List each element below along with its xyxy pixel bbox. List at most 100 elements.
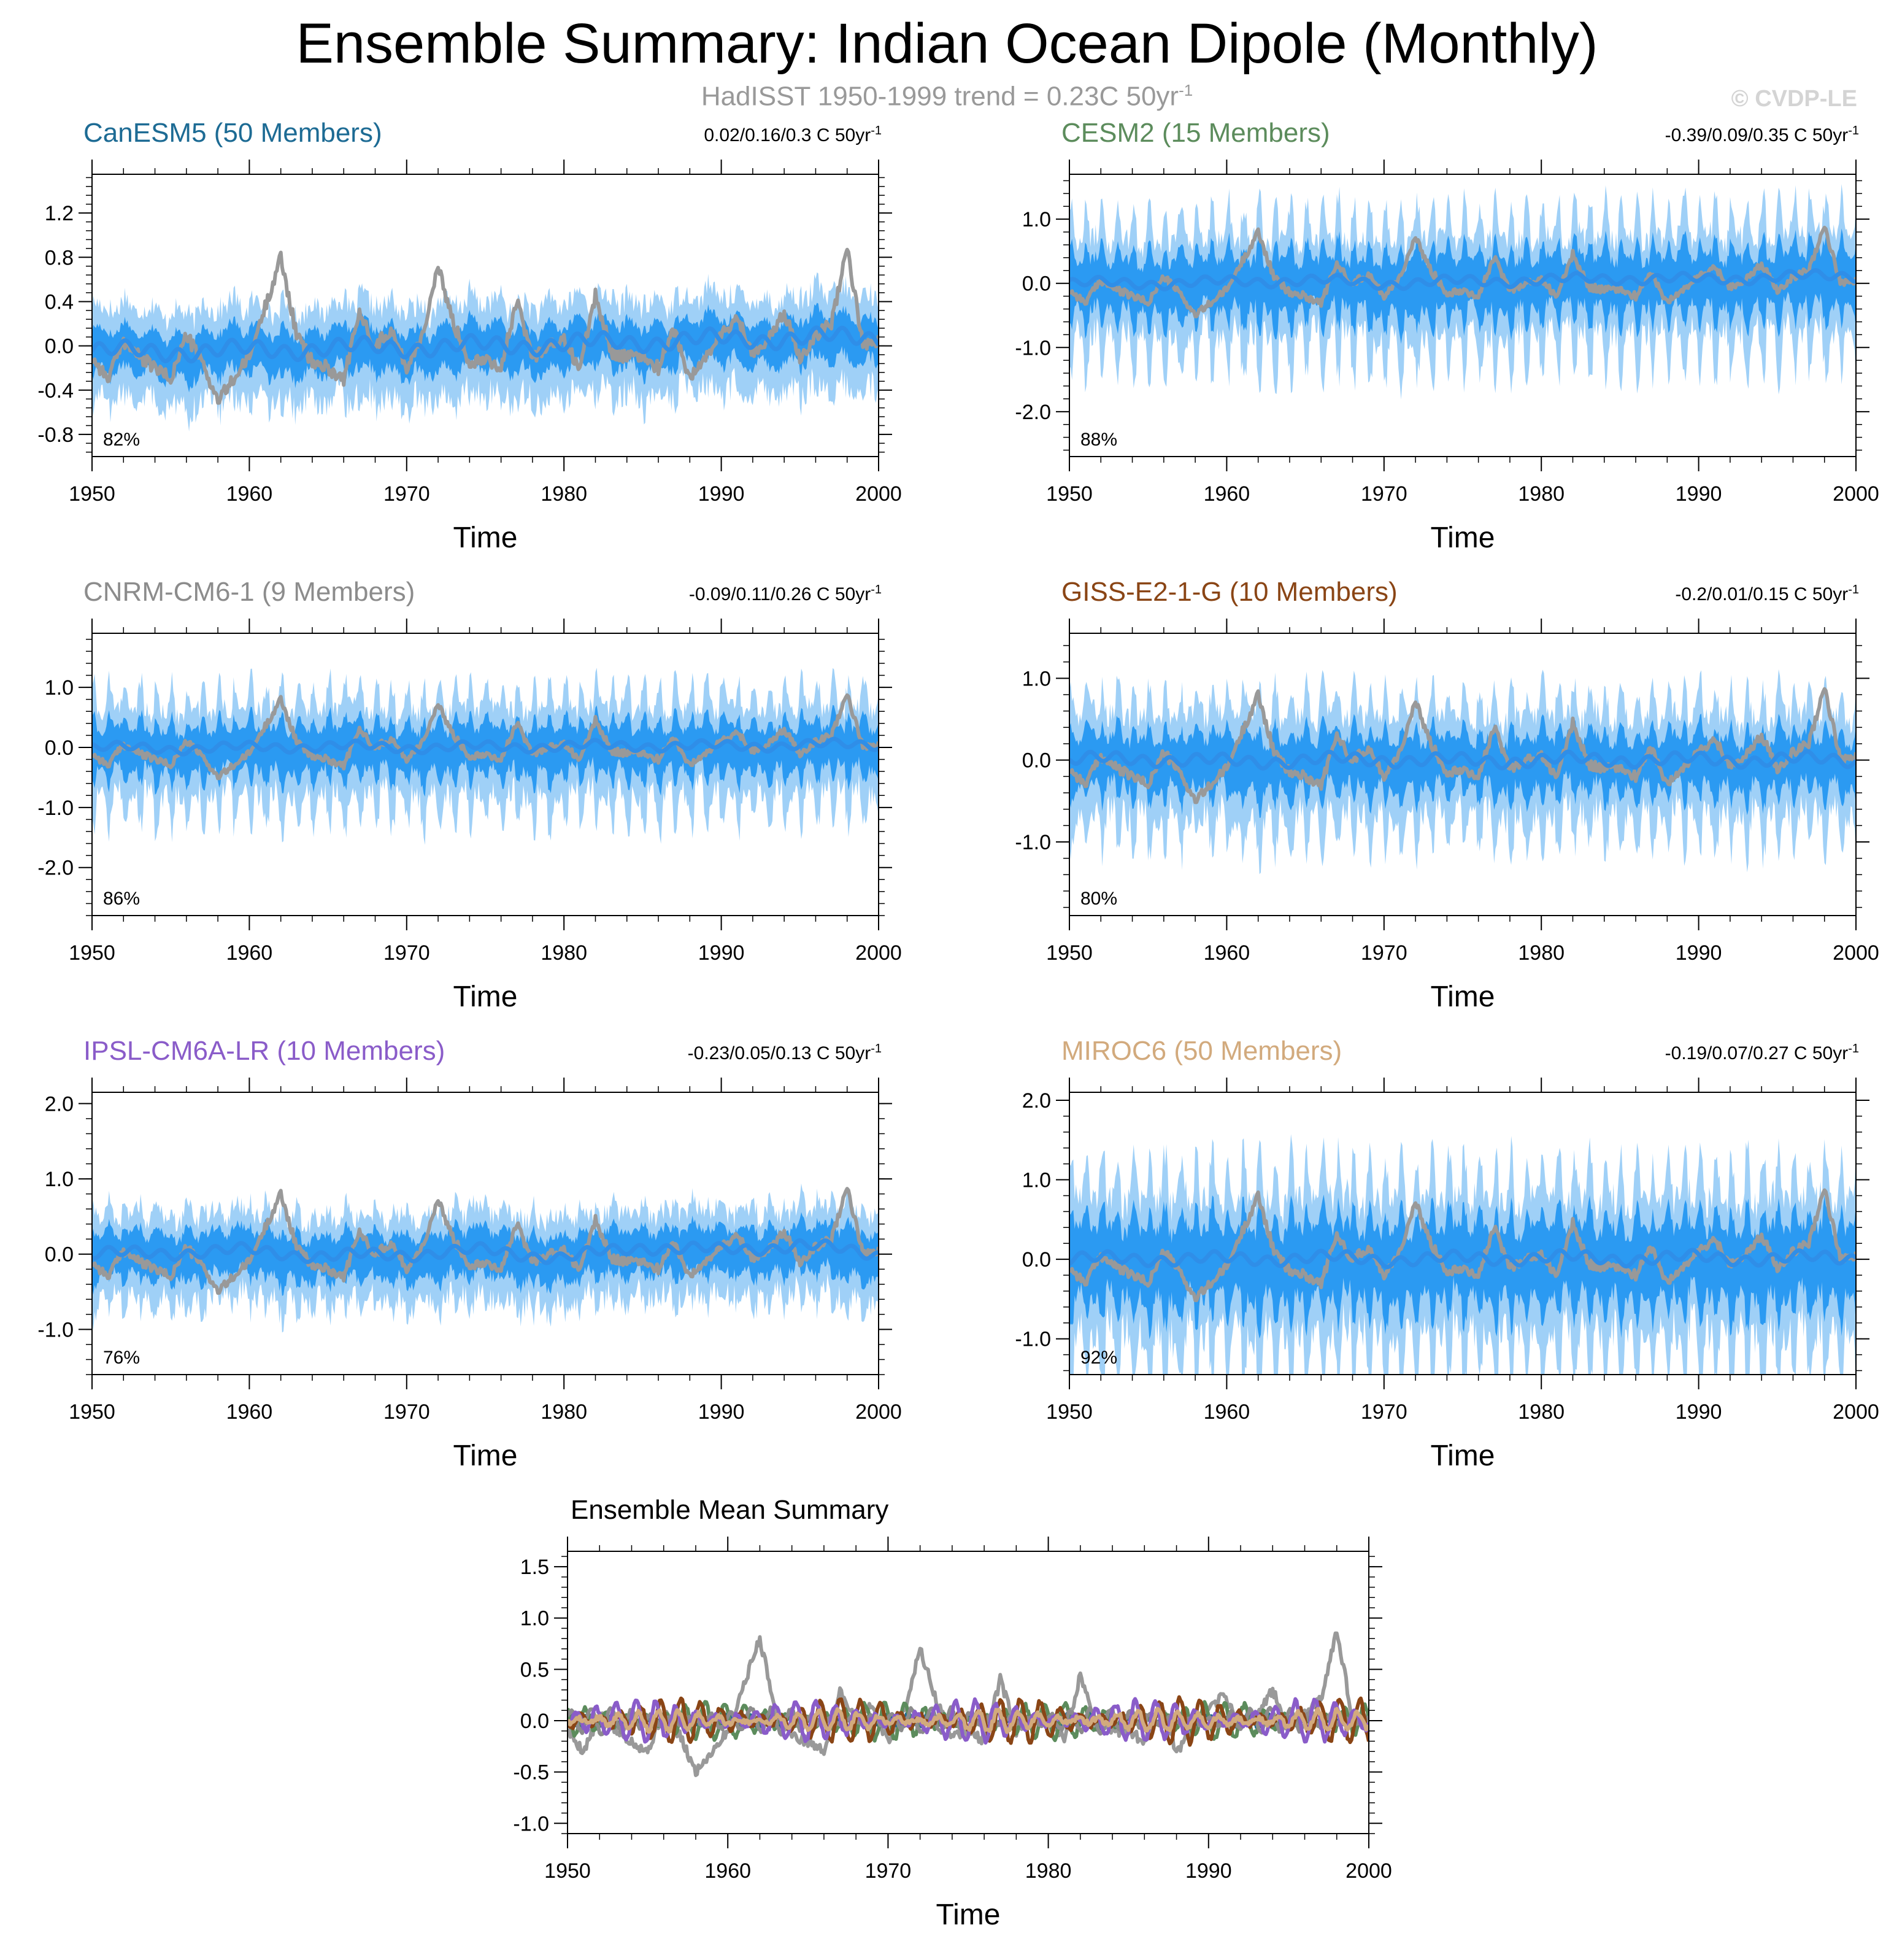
subtitle-superscript: -1	[1179, 81, 1193, 99]
trend-label-canesm5: 0.02/0.16/0.3 C 50yr-1	[704, 124, 882, 146]
x-tick-label: 1970	[383, 941, 430, 965]
plot-area-giss-e2-1-g	[1069, 669, 1856, 874]
plot-area-canesm5	[92, 247, 879, 432]
y-tick-label: -0.8	[37, 423, 74, 447]
x-tick-label: 2000	[1833, 482, 1879, 506]
x-tick-label: 1990	[698, 941, 745, 965]
x-tick-label: 1980	[1518, 941, 1565, 965]
trend-label-miroc6: -0.19/0.07/0.27 C 50yr-1	[1665, 1042, 1859, 1064]
x-tick-label: 1960	[226, 941, 273, 965]
plot-area-cnrm-cm6-1	[92, 668, 879, 845]
y-tick-label: 0.5	[520, 1658, 549, 1681]
x-tick-label: 1980	[541, 482, 587, 506]
y-tick-label: -1.0	[1015, 831, 1051, 854]
percent-label: 88%	[1080, 430, 1117, 450]
x-axis-title: Time	[936, 1899, 1001, 1931]
y-tick-label: 0.0	[45, 736, 74, 760]
y-tick-label: 2.0	[1022, 1089, 1051, 1113]
percent-label: 80%	[1080, 889, 1117, 909]
x-axis-title: Time	[1431, 1440, 1495, 1472]
y-tick-label: 1.0	[45, 1168, 74, 1191]
plot-frame	[1069, 1092, 1857, 1375]
x-tick-label: 1980	[541, 1400, 587, 1424]
x-axis-title: Time	[453, 522, 518, 554]
y-tick-label: 0.0	[45, 1243, 74, 1267]
y-tick-label: 0.0	[1022, 749, 1051, 773]
panel-title-cesm2: CESM2 (15 Members)	[1061, 118, 1330, 148]
x-tick-label: 2000	[1833, 941, 1879, 965]
trend-superscript: -1	[1848, 583, 1859, 596]
x-tick-label: 1970	[383, 1400, 430, 1424]
panel-title-giss-e2-1-g: GISS-E2-1-G (10 Members)	[1061, 577, 1398, 607]
trend-label-cesm2: -0.39/0.09/0.35 C 50yr-1	[1665, 124, 1859, 146]
figure-subtitle: HadISST 1950-1999 trend = 0.23C 50yr-1	[0, 81, 1894, 112]
plot-frame	[1069, 633, 1857, 916]
x-tick-label: 1990	[1676, 1400, 1722, 1424]
ensemble-mean-line	[1069, 1248, 1856, 1270]
x-axis-title: Time	[453, 981, 518, 1013]
ensemble-range-inner	[92, 1212, 879, 1296]
y-tick-label: -0.4	[37, 379, 74, 403]
x-tick-label: 1970	[1361, 482, 1407, 506]
percent-label: 82%	[103, 430, 140, 450]
trend-text: -0.23/0.05/0.13 C 50yr	[687, 1043, 871, 1063]
observed-line	[92, 1187, 879, 1295]
x-tick-label: 2000	[1833, 1400, 1879, 1424]
y-tick-label: 0.0	[1022, 1248, 1051, 1271]
summary-line-miroc6	[568, 1707, 1369, 1734]
x-axis-title: Time	[1431, 522, 1495, 554]
trend-text: -0.39/0.09/0.35 C 50yr	[1665, 125, 1849, 145]
trend-superscript: -1	[871, 583, 882, 596]
x-tick-label: 2000	[855, 941, 902, 965]
percent-label: 76%	[103, 1348, 140, 1368]
x-tick-label: 1960	[226, 1400, 273, 1424]
trend-label-giss-e2-1-g: -0.2/0.01/0.15 C 50yr-1	[1675, 583, 1859, 605]
y-tick-label: -2.0	[1015, 401, 1051, 424]
x-tick-label: 1970	[1361, 941, 1407, 965]
x-tick-label: 2000	[855, 482, 902, 506]
x-tick-label: 1960	[1204, 941, 1250, 965]
panel-title-canesm5: CanESM5 (50 Members)	[83, 118, 382, 148]
y-tick-label: -1.0	[513, 1812, 549, 1835]
x-axis-title: Time	[453, 1440, 518, 1472]
y-tick-label: -1.0	[1015, 1328, 1051, 1351]
panel-title-ipsl-cm6a-lr: IPSL-CM6A-LR (10 Members)	[83, 1036, 445, 1066]
percent-label: 92%	[1080, 1348, 1117, 1368]
subtitle-text: HadISST 1950-1999 trend = 0.23C 50yr	[701, 81, 1179, 112]
ensemble-range-inner	[1069, 713, 1856, 818]
ensemble-mean-line	[92, 325, 879, 364]
y-tick-label: -1.0	[37, 797, 74, 820]
x-tick-label: 1980	[541, 941, 587, 965]
x-tick-label: 1980	[1518, 1400, 1565, 1424]
x-tick-label: 1950	[544, 1859, 591, 1883]
y-tick-label: 1.5	[520, 1556, 549, 1579]
y-tick-label: 1.0	[1022, 667, 1051, 690]
ensemble-mean-line	[92, 736, 879, 757]
x-tick-label: 2000	[855, 1400, 902, 1424]
x-tick-label: 1970	[383, 482, 430, 506]
x-tick-label: 1950	[69, 482, 115, 506]
ensemble-range-inner	[1069, 228, 1856, 344]
y-tick-label: 0.0	[1022, 272, 1051, 296]
x-tick-label: 1950	[1046, 1400, 1093, 1424]
trend-text: -0.09/0.11/0.26 C 50yr	[688, 584, 871, 604]
panel-title-ensemble-mean-summary: Ensemble Mean Summary	[571, 1495, 889, 1525]
ensemble-mean-line	[92, 1238, 879, 1265]
x-tick-label: 1980	[1518, 482, 1565, 506]
x-tick-label: 1990	[1185, 1859, 1232, 1883]
trend-superscript: -1	[871, 1042, 882, 1055]
y-tick-label: 1.0	[1022, 208, 1051, 231]
x-tick-label: 1990	[698, 482, 745, 506]
figure-title: Ensemble Summary: Indian Ocean Dipole (M…	[296, 12, 1598, 75]
plot-frame	[91, 174, 879, 457]
x-tick-label: 1990	[698, 1400, 745, 1424]
trend-text: -0.19/0.07/0.27 C 50yr	[1665, 1043, 1849, 1063]
percent-label: 86%	[103, 889, 140, 909]
x-tick-label: 1970	[865, 1859, 912, 1883]
plot-frame	[1069, 174, 1857, 457]
ensemble-mean-line	[1069, 749, 1856, 771]
y-tick-label: 1.0	[45, 676, 74, 700]
y-tick-label: 2.0	[45, 1092, 74, 1116]
panel-title-miroc6: MIROC6 (50 Members)	[1061, 1036, 1342, 1066]
